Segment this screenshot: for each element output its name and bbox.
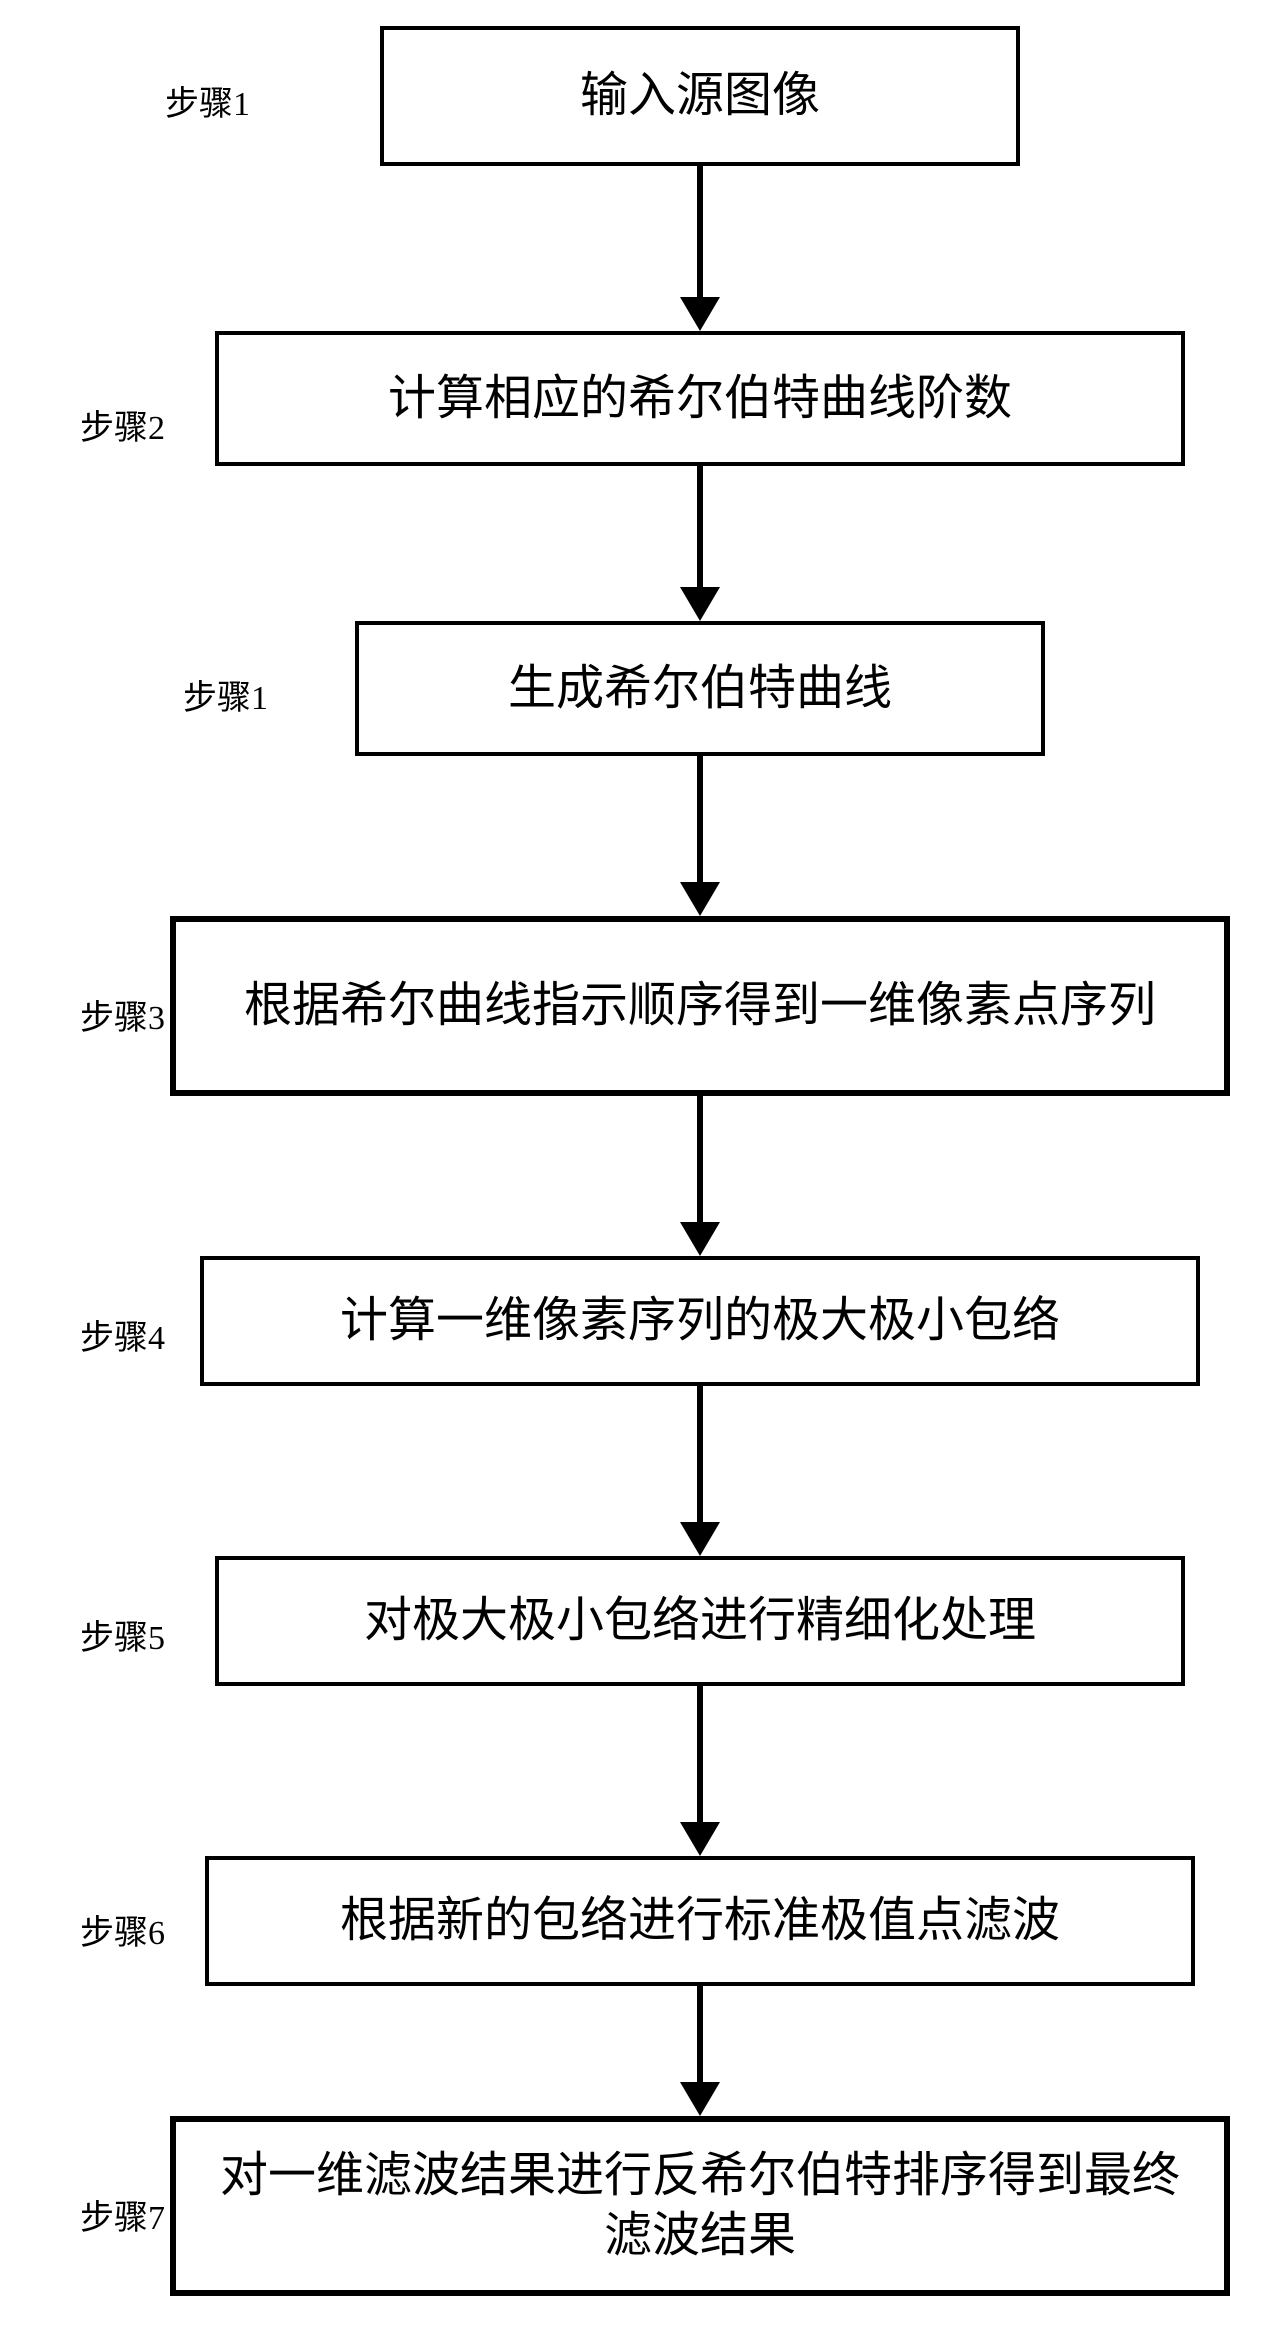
flow-box-7: 根据新的包络进行标准极值点滤波 [205, 1856, 1195, 1986]
flow-box-6: 对极大极小包络进行精细化处理 [215, 1556, 1185, 1686]
flow-box-text-2: 计算相应的希尔伯特曲线阶数 [388, 369, 1012, 429]
step-label-1: 步骤1 [165, 76, 250, 125]
arrow-line-2 [697, 466, 703, 587]
arrow-head-2 [680, 587, 720, 621]
flow-box-text-1: 输入源图像 [580, 66, 820, 126]
flow-box-text-4: 根据希尔曲线指示顺序得到一维像素点序列 [244, 976, 1156, 1036]
flow-box-text-3: 生成希尔伯特曲线 [508, 659, 892, 719]
flow-box-5: 计算一维像素序列的极大极小包络 [200, 1256, 1200, 1386]
arrow-line-6 [697, 1686, 703, 1822]
step-label-5: 步骤4 [80, 1310, 165, 1359]
flow-box-text-8: 对一维滤波结果进行反希尔伯特排序得到最终滤波结果 [206, 2146, 1194, 2266]
flow-box-2: 计算相应的希尔伯特曲线阶数 [215, 331, 1185, 466]
flow-box-3: 生成希尔伯特曲线 [355, 621, 1045, 756]
arrow-head-5 [680, 1522, 720, 1556]
flowchart-canvas: 步骤1输入源图像步骤2计算相应的希尔伯特曲线阶数步骤1生成希尔伯特曲线步骤3根据… [0, 0, 1283, 2325]
flow-box-text-5: 计算一维像素序列的极大极小包络 [340, 1291, 1060, 1351]
arrow-line-4 [697, 1096, 703, 1222]
step-label-8: 步骤7 [80, 2190, 165, 2239]
flow-box-4: 根据希尔曲线指示顺序得到一维像素点序列 [170, 916, 1230, 1096]
arrow-line-1 [697, 166, 703, 297]
arrow-head-6 [680, 1822, 720, 1856]
step-label-7: 步骤6 [80, 1905, 165, 1954]
arrow-head-4 [680, 1222, 720, 1256]
arrow-line-5 [697, 1386, 703, 1522]
step-label-6: 步骤5 [80, 1610, 165, 1659]
step-label-4: 步骤3 [80, 990, 165, 1039]
flow-box-text-7: 根据新的包络进行标准极值点滤波 [340, 1891, 1060, 1951]
arrow-line-3 [697, 756, 703, 882]
flow-box-text-6: 对极大极小包络进行精细化处理 [364, 1591, 1036, 1651]
flow-box-1: 输入源图像 [380, 26, 1020, 166]
arrow-head-3 [680, 882, 720, 916]
step-label-3: 步骤1 [183, 670, 268, 719]
step-label-2: 步骤2 [80, 400, 165, 449]
arrow-head-7 [680, 2082, 720, 2116]
flow-box-8: 对一维滤波结果进行反希尔伯特排序得到最终滤波结果 [170, 2116, 1230, 2296]
arrow-line-7 [697, 1986, 703, 2082]
arrow-head-1 [680, 297, 720, 331]
